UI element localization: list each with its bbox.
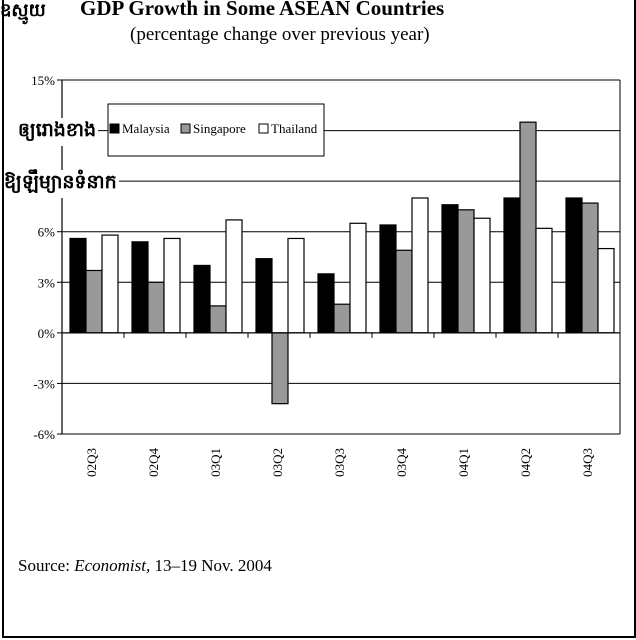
chart-subtitle: (percentage change over previous year): [130, 24, 430, 45]
x-tick-label: 03Q1: [208, 448, 223, 477]
y-tick-label: 3%: [38, 275, 56, 290]
bar-thailand: [163, 237, 181, 334]
bar-thailand: [597, 247, 615, 334]
x-tick-label: 03Q4: [394, 448, 409, 477]
bar-malaysia: [379, 224, 397, 334]
legend: Malaysia Singapore Thailand: [107, 103, 325, 157]
y-tick-label: 15%: [31, 73, 55, 88]
y-tick-label: 0%: [38, 326, 56, 341]
khmer-overlay-line-1: ឲ្យរោងខាង: [18, 118, 99, 146]
khmer-overlay-line-2: ឱ្យឡឹម្យានទំនាក: [4, 170, 119, 198]
bar-singapore: [209, 305, 227, 334]
bar-singapore: [271, 332, 289, 405]
bar-thailand: [225, 219, 243, 334]
x-tick-label: 04Q3: [580, 448, 595, 477]
legend-swatch-malaysia: [109, 123, 120, 134]
y-tick-label: -3%: [33, 376, 55, 391]
bar-thailand: [411, 197, 429, 334]
x-tick-label: 04Q1: [456, 448, 471, 477]
bar-singapore: [85, 269, 103, 334]
bar-thailand: [287, 237, 305, 334]
tick-labels: 15%12%9%6%3%0%-3%-6%02Q302Q403Q103Q203Q3…: [31, 73, 595, 477]
bar-malaysia: [255, 258, 273, 334]
legend-label-singapore: Singapore: [193, 121, 246, 136]
y-tick-label: -6%: [33, 427, 55, 442]
bar-singapore: [519, 121, 537, 334]
x-tick-label: 02Q3: [84, 448, 99, 477]
bar-singapore: [147, 281, 165, 334]
source-prefix: Source:: [18, 556, 75, 575]
bar-singapore: [457, 209, 475, 334]
bar-thailand: [101, 234, 119, 334]
bar-malaysia: [441, 204, 459, 334]
x-tick-label: 04Q2: [518, 448, 533, 477]
bar-malaysia: [131, 241, 149, 334]
bar-singapore: [333, 303, 351, 334]
bars: [69, 121, 615, 405]
bar-malaysia: [69, 237, 87, 334]
bar-malaysia: [565, 197, 583, 334]
source-note: Source: Economist, 13–19 Nov. 2004: [18, 556, 272, 576]
khmer-heading-prefix: ឧស្មូយ: [0, 0, 46, 21]
legend-label-thailand: Thailand: [271, 121, 318, 136]
source-publication: Economist,: [74, 556, 151, 575]
y-tick-label: 6%: [38, 225, 56, 240]
bar-thailand: [535, 227, 553, 334]
bar-singapore: [581, 202, 599, 334]
bar-malaysia: [193, 264, 211, 334]
legend-swatch-singapore: [180, 123, 191, 134]
legend-swatch-thailand: [258, 123, 269, 134]
x-tick-label: 03Q2: [270, 448, 285, 477]
x-tick-label: 03Q3: [332, 448, 347, 477]
legend-label-malaysia: Malaysia: [122, 121, 170, 136]
bar-malaysia: [503, 197, 521, 334]
x-tick-label: 02Q4: [146, 448, 161, 477]
legend-box: [107, 103, 325, 157]
bar-singapore: [395, 249, 413, 334]
bar-malaysia: [317, 273, 335, 334]
bar-thailand: [473, 217, 491, 334]
source-date: 13–19 Nov. 2004: [150, 556, 272, 575]
bar-thailand: [349, 222, 367, 334]
chart-title: GDP Growth in Some ASEAN Countries: [80, 0, 445, 20]
